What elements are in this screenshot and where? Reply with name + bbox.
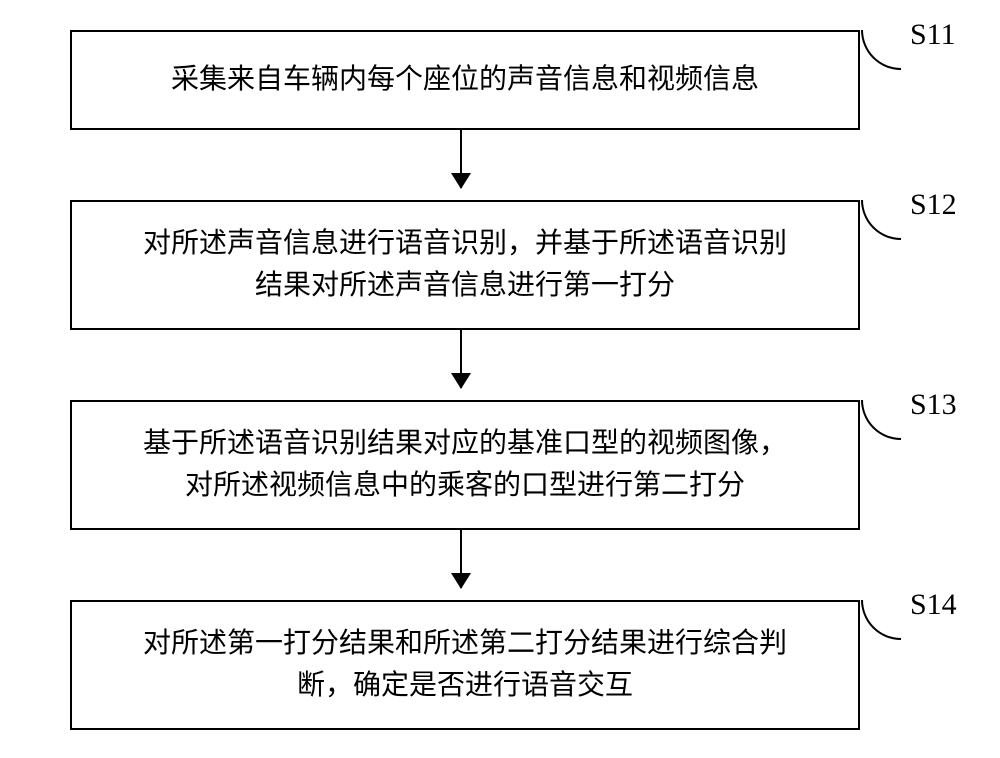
label-curve-s12: [861, 200, 901, 240]
step-label-s11: S11: [910, 18, 956, 52]
label-curve-s14: [861, 600, 901, 640]
label-curve-s11: [861, 30, 901, 70]
step-text-s13-line2: 对所述视频信息中的乘客的口型进行第二打分: [185, 470, 745, 501]
flowchart-container: 采集来自车辆内每个座位的声音信息和视频信息 S11 对所述声音信息进行语音识别，…: [0, 0, 1000, 758]
step-text-s12-line2: 结果对所述声音信息进行第一打分: [255, 270, 675, 301]
step-text-s14-line2: 断，确定是否进行语音交互: [297, 670, 633, 701]
arrow-1: [460, 130, 462, 188]
step-text-s14: 对所述第一打分结果和所述第二打分结果进行综合判 断，确定是否进行语音交互: [143, 623, 787, 707]
arrow-2: [460, 330, 462, 388]
step-box-s12: 对所述声音信息进行语音识别，并基于所述语音识别 结果对所述声音信息进行第一打分: [70, 200, 860, 330]
step-box-s11: 采集来自车辆内每个座位的声音信息和视频信息: [70, 30, 860, 130]
step-text-s12: 对所述声音信息进行语音识别，并基于所述语音识别 结果对所述声音信息进行第一打分: [143, 223, 787, 307]
step-label-s12: S12: [910, 188, 957, 222]
arrow-3: [460, 530, 462, 588]
step-box-s13: 基于所述语音识别结果对应的基准口型的视频图像， 对所述视频信息中的乘客的口型进行…: [70, 400, 860, 530]
step-text-s14-line1: 对所述第一打分结果和所述第二打分结果进行综合判: [143, 628, 787, 659]
label-curve-s13: [861, 400, 901, 440]
step-box-s14: 对所述第一打分结果和所述第二打分结果进行综合判 断，确定是否进行语音交互: [70, 600, 860, 730]
step-text-s12-line1: 对所述声音信息进行语音识别，并基于所述语音识别: [143, 228, 787, 259]
step-text-s11: 采集来自车辆内每个座位的声音信息和视频信息: [171, 59, 759, 101]
step-text-s13: 基于所述语音识别结果对应的基准口型的视频图像， 对所述视频信息中的乘客的口型进行…: [143, 423, 787, 507]
step-text-s13-line1: 基于所述语音识别结果对应的基准口型的视频图像，: [143, 428, 787, 459]
step-label-s14: S14: [910, 588, 957, 622]
step-label-s13: S13: [910, 388, 957, 422]
